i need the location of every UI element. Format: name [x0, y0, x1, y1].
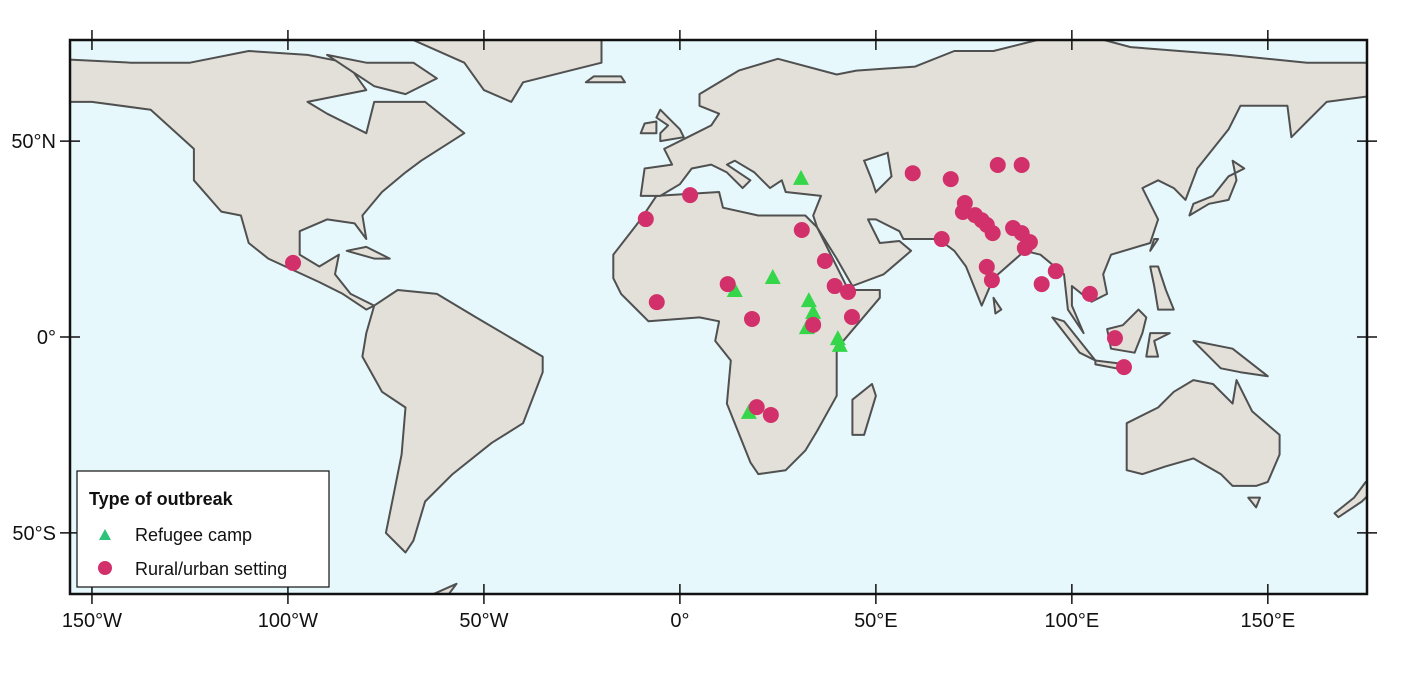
- rural-urban-marker: [978, 258, 995, 275]
- rural-urban-marker: [762, 406, 779, 423]
- outbreak-markers: [285, 156, 1132, 423]
- rural-urban-marker: [805, 316, 822, 333]
- rural-urban-marker: [719, 276, 736, 293]
- land-ireland: [639, 120, 658, 135]
- rural-urban-marker: [983, 272, 1000, 289]
- x-tick-label: 150°W: [62, 610, 122, 632]
- rural-urban-marker: [840, 283, 857, 300]
- land-masses: [70, 40, 1367, 594]
- rural-urban-marker: [826, 278, 843, 295]
- legend-label-refugee: Refugee camp: [135, 525, 252, 545]
- land-antarctic-peninsula: [431, 582, 458, 594]
- x-tick-label: 150°E: [1240, 610, 1295, 632]
- land-sri-lanka: [992, 296, 1003, 315]
- refugee-camp-marker: [764, 269, 781, 285]
- rural-urban-marker: [904, 165, 921, 182]
- refugee-camp-marker: [800, 292, 817, 308]
- land-philippines: [1149, 265, 1175, 311]
- map-frame: [68, 38, 1369, 596]
- rural-urban-marker: [1106, 330, 1123, 347]
- legend-circle-icon: [98, 561, 112, 575]
- rural-urban-marker: [984, 225, 1001, 242]
- legend-box: [76, 470, 330, 588]
- y-tick-label: 0°: [37, 327, 56, 349]
- rural-urban-marker: [816, 252, 833, 269]
- land-tasmania: [1247, 496, 1261, 509]
- land-cuba: [345, 245, 391, 260]
- refugee-camp-marker: [740, 403, 757, 419]
- rural-urban-marker: [793, 222, 810, 239]
- rural-urban-marker: [285, 254, 302, 271]
- x-tick-label: 100°E: [1044, 610, 1099, 632]
- rural-urban-marker: [933, 231, 950, 248]
- land-japan: [1188, 159, 1246, 217]
- legend-triangle-icon: [99, 529, 111, 540]
- refugee-camp-marker: [805, 303, 822, 319]
- land-eurasia: [639, 40, 1367, 335]
- refugee-camp-marker: [831, 336, 848, 352]
- y-tick-label: 50°N: [11, 131, 56, 153]
- rural-urban-marker: [1016, 240, 1033, 257]
- land-iceland: [584, 75, 626, 84]
- land-north-america: [70, 50, 466, 311]
- land-south-america: [361, 289, 544, 554]
- land-africa: [612, 191, 881, 476]
- rural-urban-marker: [1115, 359, 1132, 376]
- refugee-camp-marker: [726, 281, 743, 297]
- rural-urban-marker: [954, 203, 971, 220]
- land-sulawesi: [1145, 332, 1171, 358]
- land-greenland: [410, 40, 603, 103]
- rural-urban-marker: [1047, 263, 1064, 280]
- land-new-guinea: [1192, 339, 1269, 378]
- rural-urban-marker: [1033, 276, 1050, 293]
- land-baffin-island: [326, 53, 438, 96]
- rural-urban-marker: [989, 156, 1006, 173]
- rural-urban-marker: [748, 399, 765, 416]
- rural-urban-marker: [637, 211, 654, 228]
- caspian-sea: [862, 151, 893, 194]
- x-tick-label: 0°: [670, 610, 689, 632]
- rural-urban-marker: [1081, 285, 1098, 302]
- legend-title: Type of outbreak: [89, 489, 234, 509]
- legend: Type of outbreak Refugee camp Rural/urba…: [76, 470, 330, 588]
- axis-ticks: 150°W 100°W 50°W 0° 50°E 100°E 150°E 50°N 0° 50°S: [11, 30, 1377, 632]
- rural-urban-marker: [1013, 156, 1030, 173]
- land-taiwan: [1149, 238, 1160, 252]
- refugee-camp-marker: [793, 169, 810, 185]
- x-tick-label: 100°W: [258, 610, 318, 632]
- rural-urban-marker: [744, 310, 761, 327]
- land-australia: [1125, 379, 1281, 487]
- rural-urban-marker: [648, 294, 665, 311]
- x-tick-label: 50°W: [459, 610, 508, 632]
- y-tick-label: 50°S: [12, 523, 56, 545]
- rural-urban-marker: [843, 309, 860, 325]
- legend-label-rural: Rural/urban setting: [135, 559, 287, 579]
- rural-urban-marker: [682, 187, 699, 204]
- x-tick-label: 50°E: [854, 610, 898, 632]
- rural-urban-marker: [942, 171, 959, 188]
- land-madagascar: [851, 383, 877, 436]
- land-great-britain: [655, 108, 685, 143]
